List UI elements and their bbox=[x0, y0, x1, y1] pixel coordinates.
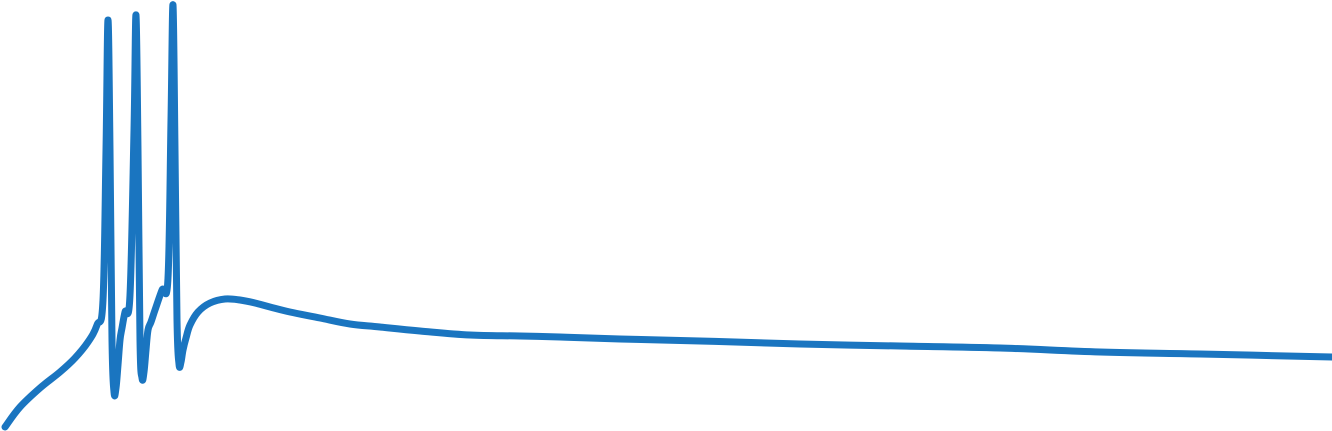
series-line-0 bbox=[1, 1, 1332, 431]
line-chart bbox=[1, 1, 1332, 431]
plot-area bbox=[1, 1, 1332, 431]
